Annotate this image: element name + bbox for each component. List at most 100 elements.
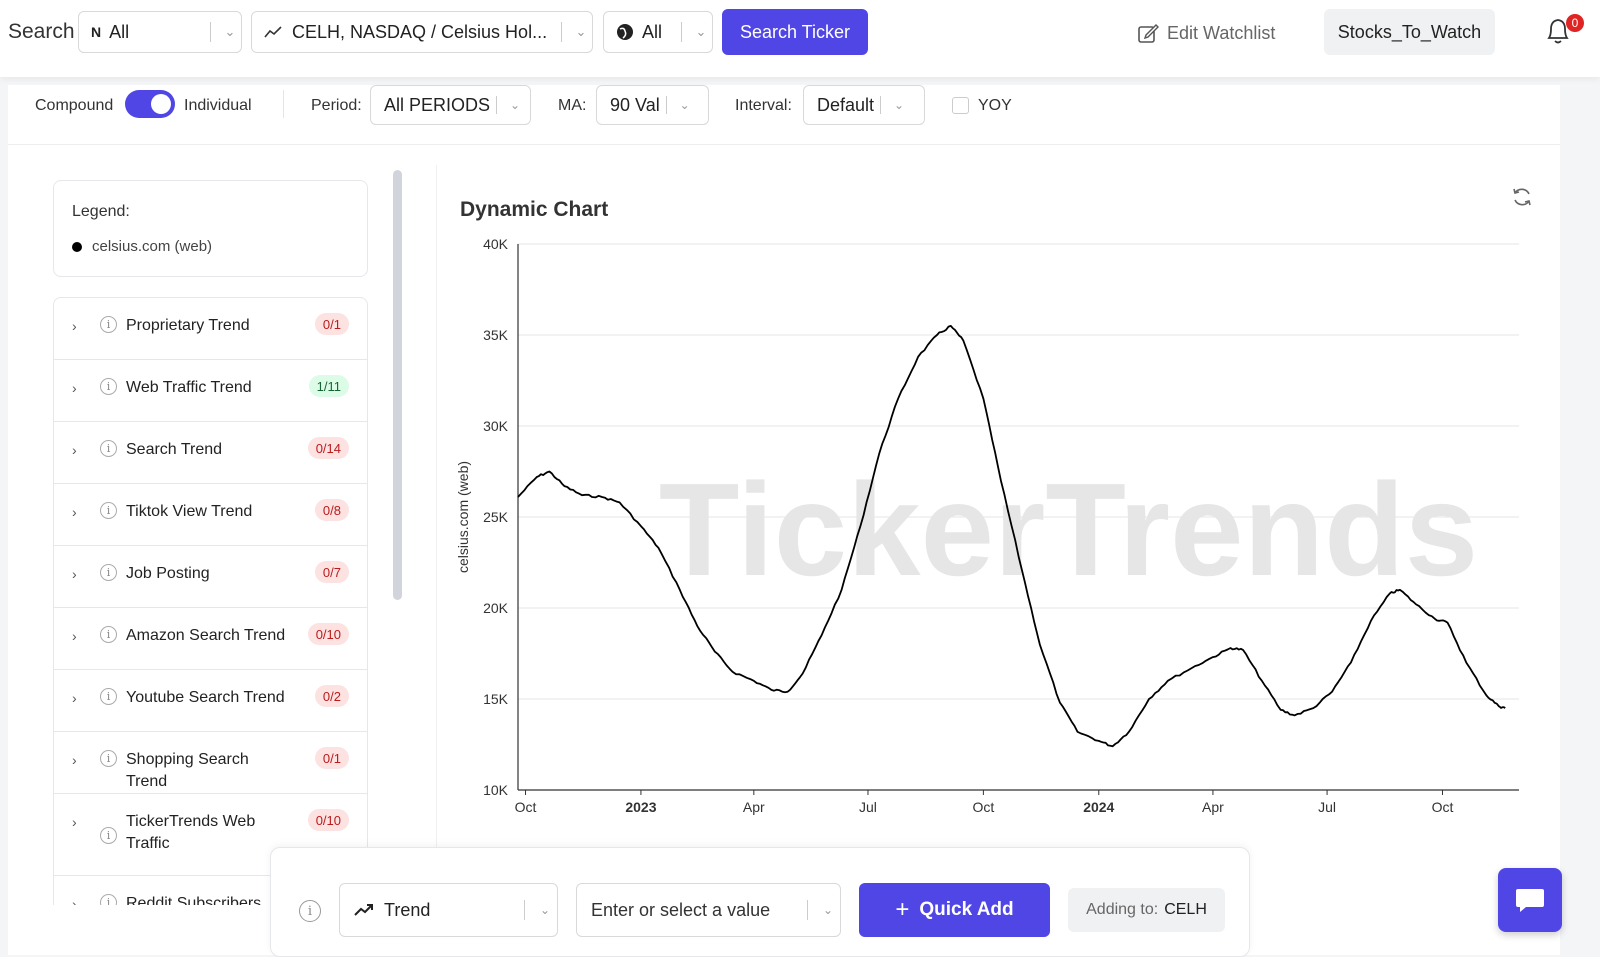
- chevron-down-icon: ⌄: [679, 98, 690, 112]
- info-icon[interactable]: i: [100, 626, 117, 643]
- legend-item[interactable]: celsius.com (web): [72, 238, 212, 255]
- chevron-down-icon: ⌄: [224, 24, 236, 39]
- chevron-right-icon[interactable]: ›: [72, 752, 77, 768]
- adding-to-ticker: CELH: [1164, 901, 1207, 918]
- trend-count-badge: 1/11: [308, 375, 349, 397]
- info-icon[interactable]: i: [100, 378, 117, 395]
- quick-add-bar: i Trend ⌄ Enter or select a value ⌄ + Qu…: [270, 847, 1250, 957]
- trend-item[interactable]: › i Amazon Search Trend 0/10: [54, 608, 367, 670]
- trend-item-label: Amazon Search Trend: [126, 627, 286, 644]
- trend-count-badge: 0/14: [307, 437, 349, 459]
- compound-label: Compound: [35, 97, 114, 114]
- trend-item-label: Proprietary Trend: [126, 317, 250, 334]
- trend-item-label: TickerTrends Web Traffic: [126, 813, 256, 852]
- chevron-right-icon[interactable]: ›: [72, 318, 77, 334]
- chevron-right-icon[interactable]: ›: [72, 628, 77, 644]
- y-tick-label: 35K: [483, 327, 509, 343]
- quick-add-button[interactable]: + Quick Add: [859, 883, 1050, 937]
- y-axis-label: celsius.com (web): [455, 461, 471, 573]
- watchlist-button[interactable]: Stocks_To_Watch: [1324, 9, 1495, 55]
- period-select[interactable]: All PERIODS ⌄: [370, 85, 531, 125]
- sidebar-scrollbar[interactable]: [393, 170, 402, 600]
- chevron-right-icon[interactable]: ›: [72, 566, 77, 582]
- x-tick-label: 2023: [625, 799, 656, 815]
- trend-item[interactable]: › i Search Trend 0/14: [54, 422, 367, 484]
- region-select[interactable]: All ⌄: [603, 11, 713, 53]
- x-tick-label: Oct: [515, 799, 537, 815]
- y-tick-label: 25K: [483, 509, 509, 525]
- chevron-right-icon[interactable]: ›: [72, 814, 77, 830]
- market-select[interactable]: N All ⌄: [78, 11, 242, 53]
- interval-label: Interval:: [735, 97, 792, 114]
- market-select-value: All: [109, 21, 130, 42]
- legend-item-label: celsius.com (web): [92, 238, 213, 255]
- refresh-icon[interactable]: [1510, 185, 1534, 209]
- info-icon[interactable]: i: [100, 894, 117, 905]
- trending-up-icon: [354, 904, 373, 916]
- chat-button[interactable]: [1498, 868, 1562, 932]
- ma-label: MA:: [558, 97, 587, 114]
- exchange-icon: N: [91, 24, 102, 40]
- interval-select[interactable]: Default ⌄: [803, 85, 925, 125]
- trend-item[interactable]: › i Proprietary Trend 0/1: [54, 298, 367, 360]
- trend-type-select[interactable]: Trend ⌄: [339, 883, 558, 937]
- chevron-right-icon[interactable]: ›: [72, 380, 77, 396]
- trend-item[interactable]: › i Web Traffic Trend 1/11: [54, 360, 367, 422]
- adding-to-label: Adding to:: [1086, 901, 1159, 918]
- watermark-text: TickerTrends: [659, 456, 1478, 603]
- chevron-down-icon: ⌄: [510, 98, 521, 112]
- series-line: [517, 325, 1506, 748]
- y-tick-label: 40K: [483, 236, 509, 252]
- x-tick-label: Jul: [859, 799, 877, 815]
- chevron-right-icon[interactable]: ›: [72, 442, 77, 458]
- edit-icon: [1138, 24, 1159, 43]
- plus-icon: +: [895, 896, 910, 923]
- trend-item[interactable]: › i Youtube Search Trend 0/2: [54, 670, 367, 732]
- chat-icon: [1516, 889, 1544, 912]
- chevron-right-icon[interactable]: ›: [72, 690, 77, 706]
- chevron-down-icon: ⌄: [695, 24, 707, 39]
- bell-icon[interactable]: [1544, 15, 1572, 47]
- chevron-right-icon[interactable]: ›: [72, 896, 77, 905]
- info-icon[interactable]: i: [100, 502, 117, 519]
- period-select-value: All PERIODS: [384, 94, 491, 115]
- trend-item-label: Youtube Search Trend: [126, 689, 285, 706]
- ma-select[interactable]: 90 Val ⌄: [596, 85, 709, 125]
- search-ticker-button[interactable]: Search Ticker: [722, 9, 868, 55]
- trend-item[interactable]: › i Job Posting 0/7: [54, 546, 367, 608]
- edit-watchlist-label: Edit Watchlist: [1167, 22, 1276, 43]
- ticker-select[interactable]: CELH, NASDAQ / Celsius Hol... ⌄: [251, 11, 593, 53]
- info-icon[interactable]: i: [100, 316, 117, 333]
- trend-type-value: Trend: [384, 899, 431, 920]
- trend-item[interactable]: › i Tiktok View Trend 0/8: [54, 484, 367, 546]
- value-select-placeholder: Enter or select a value: [591, 899, 771, 920]
- info-icon[interactable]: i: [100, 688, 117, 705]
- line-chart: TickerTrends 10K 15K 20K 25K 30K 35K 40K Oct 2023…: [455, 236, 1519, 815]
- info-icon[interactable]: i: [100, 827, 117, 844]
- y-tick-label: 20K: [483, 600, 509, 616]
- ma-select-value: 90 Val: [610, 94, 660, 115]
- x-tick-label: 2024: [1083, 799, 1114, 815]
- compound-individual-toggle[interactable]: [125, 90, 175, 118]
- chevron-down-icon: ⌄: [822, 903, 834, 917]
- controls-row: Compound Individual Period: All PERIODS …: [8, 85, 1560, 145]
- quick-add-label: Quick Add: [919, 899, 1014, 920]
- trend-item[interactable]: › i TickerTrends Web Traffic 0/10: [54, 794, 367, 876]
- chevron-down-icon: ⌄: [575, 24, 587, 39]
- info-icon[interactable]: i: [100, 750, 117, 767]
- trend-count-badge: 0/8: [314, 499, 349, 521]
- yoy-checkbox[interactable]: [952, 97, 969, 114]
- edit-watchlist-button[interactable]: Edit Watchlist: [1137, 18, 1275, 48]
- info-icon[interactable]: i: [100, 564, 117, 581]
- notification-badge: 0: [1566, 14, 1584, 32]
- trend-item[interactable]: › i Shopping Search Trend 0/1: [54, 732, 367, 794]
- search-label: Search: [8, 20, 75, 43]
- info-icon[interactable]: i: [100, 440, 117, 457]
- trend-item[interactable]: › i Reddit Subscribers: [54, 876, 367, 905]
- value-select[interactable]: Enter or select a value ⌄: [576, 883, 841, 937]
- info-icon[interactable]: i: [299, 900, 321, 922]
- individual-label: Individual: [184, 97, 252, 114]
- ticker-select-value: CELH, NASDAQ / Celsius Hol...: [292, 21, 548, 42]
- trend-item-label: Tiktok View Trend: [126, 503, 253, 520]
- chevron-right-icon[interactable]: ›: [72, 504, 77, 520]
